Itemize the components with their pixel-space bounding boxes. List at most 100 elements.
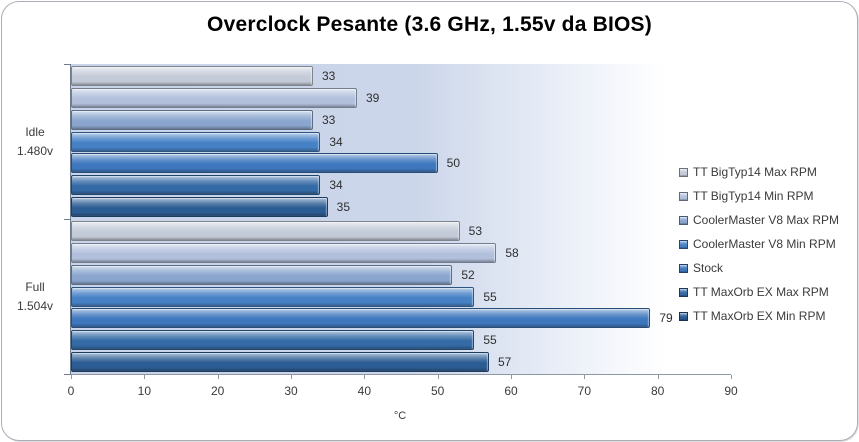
bar [71, 87, 357, 108]
x-tick-label: 40 [357, 384, 372, 398]
legend: TT BigTyp14 Max RPM TT BigTyp14 Min RPM Co… [679, 164, 839, 324]
bar [71, 131, 321, 152]
legend-item: CoolerMaster V8 Max RPM [679, 212, 839, 228]
bar-value-label: 34 [329, 134, 343, 149]
bar-value-label: 39 [366, 90, 380, 105]
bar-value-label: 53 [468, 223, 483, 238]
legend-marker [679, 239, 688, 249]
bar-value-label: 55 [483, 333, 497, 348]
x-axis-tick [364, 375, 366, 379]
x-tick-label: 70 [577, 384, 592, 398]
bar-value-label: 50 [446, 156, 461, 171]
category-label-line: Idle [25, 124, 45, 139]
bar-value-label: 33 [322, 112, 336, 127]
x-tick-label: 90 [724, 384, 738, 398]
x-axis-tick [731, 375, 732, 379]
bar-value-label: 57 [498, 355, 512, 370]
bar-row: 79 [71, 308, 731, 329]
legend-label: CoolerMaster V8 Max RPM [693, 213, 840, 227]
legend-marker [679, 191, 688, 201]
bar-value-label: 52 [461, 267, 475, 282]
y-axis-tick [64, 374, 71, 375]
legend-label: Stock [693, 261, 724, 275]
bar [71, 65, 313, 86]
bar-group: 53 58 52 55 79 55 57 [71, 219, 731, 374]
bar [71, 175, 321, 196]
bar [71, 264, 453, 285]
bar [71, 153, 438, 174]
legend-item: TT MaxOrb EX Min RPM [679, 308, 839, 324]
legend-label: TT MaxOrb EX Min RPM [693, 309, 826, 323]
category-label-line: 1.480v [16, 143, 54, 158]
bar-row: 35 [71, 197, 731, 218]
chart-title: Overclock Pesante (3.6 GHz, 1.55v da BIO… [207, 13, 652, 36]
x-axis-tick [437, 375, 439, 379]
legend-item: TT BigTyp14 Min RPM [679, 188, 839, 204]
x-axis-tick [71, 375, 72, 379]
x-tick-label: 60 [504, 384, 518, 398]
bar-value-label: 35 [336, 200, 351, 215]
x-axis-tick [144, 375, 146, 379]
legend-marker [679, 263, 688, 273]
bar-value-label: 33 [322, 68, 336, 83]
x-axis-tick [657, 375, 659, 379]
x-tick-label: 30 [284, 384, 298, 398]
bar-row: 33 [71, 65, 731, 86]
bar-row: 57 [71, 352, 731, 373]
x-axis-tick [584, 375, 586, 379]
bar [71, 220, 460, 241]
category-label: Full 1.504v [4, 219, 66, 374]
category-label-line: Full [25, 279, 45, 294]
legend-marker [679, 167, 688, 177]
legend-label: TT BigTyp14 Min RPM [693, 189, 814, 203]
legend-marker [679, 215, 688, 225]
legend-marker [679, 311, 688, 321]
legend-label: TT MaxOrb EX Max RPM [693, 285, 829, 299]
bar [71, 109, 313, 130]
legend-item: CoolerMaster V8 Min RPM [679, 236, 839, 252]
legend-item: Stock [679, 260, 839, 276]
category-label: Idle 1.480v [4, 64, 66, 219]
x-tick-label: 20 [210, 384, 225, 398]
x-tick-label: 50 [430, 384, 445, 398]
x-axis-title: °C [393, 410, 407, 422]
y-axis-tick [64, 64, 71, 65]
bar [71, 197, 328, 218]
bar-row: 39 [71, 87, 731, 108]
bar [71, 286, 475, 307]
plot-area: 33 39 33 34 50 34 35 53 58 52 55 79 55 57 0 10 20 30 40 50 6… [64, 64, 738, 398]
legend-item: TT MaxOrb EX Max RPM [679, 284, 839, 300]
bar-row: 34 [71, 175, 731, 196]
legend-label: TT BigTyp14 Max RPM [693, 165, 817, 179]
bar-row: 53 [71, 220, 731, 241]
bar [71, 352, 489, 373]
x-tick-label: 80 [650, 384, 665, 398]
bar-value-label: 79 [659, 311, 673, 326]
bar-row: 50 [71, 153, 731, 174]
category-label-line: 1.504v [16, 298, 54, 313]
bar-value-label: 55 [483, 289, 497, 304]
legend-label: CoolerMaster V8 Min RPM [693, 237, 836, 251]
bar-row: 55 [71, 286, 731, 307]
bar-row: 55 [71, 330, 731, 351]
x-axis-tick [217, 375, 219, 379]
x-axis-tick [291, 375, 292, 379]
bar [71, 308, 651, 329]
bar-row: 33 [71, 109, 731, 130]
bar-value-label: 58 [505, 245, 519, 260]
bar-row: 34 [71, 131, 731, 152]
legend-marker [679, 287, 688, 297]
x-axis-tick [511, 375, 512, 379]
bar-value-label: 34 [329, 178, 343, 193]
x-tick-label: 10 [137, 384, 152, 398]
bar-row: 52 [71, 264, 731, 285]
x-tick-label: 0 [67, 384, 75, 398]
legend-item: TT BigTyp14 Max RPM [679, 164, 839, 180]
bar [71, 242, 497, 263]
category-axis: Idle 1.480v Full 1.504v [4, 64, 66, 374]
y-axis-tick [64, 219, 71, 220]
bar-row: 58 [71, 242, 731, 263]
bar-group: 33 39 33 34 50 34 35 [71, 64, 731, 219]
bar [71, 330, 475, 351]
